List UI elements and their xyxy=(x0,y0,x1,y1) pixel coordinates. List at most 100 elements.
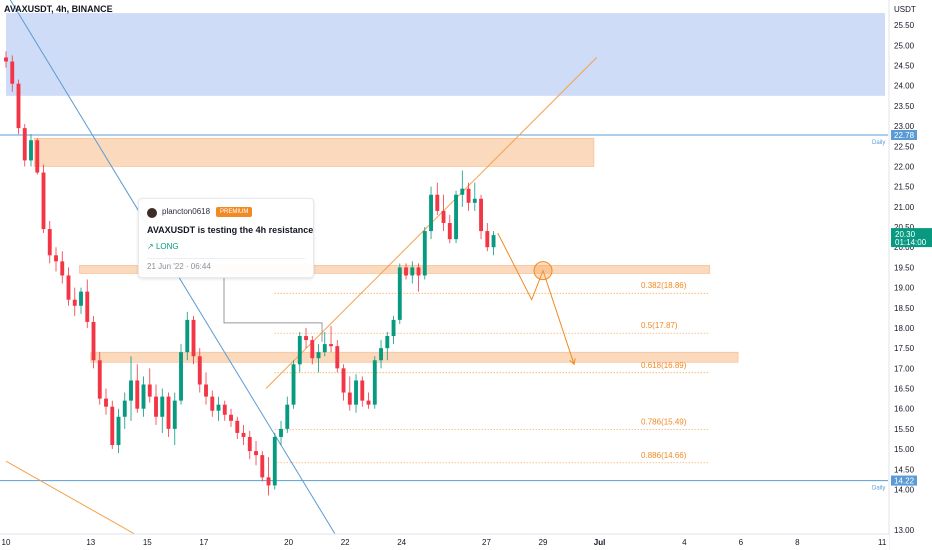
price-tick-label: 20.50 xyxy=(894,223,915,232)
symbol-title: AVAXUSDT, 4h, BINANCE xyxy=(4,4,113,14)
candle-body xyxy=(254,451,258,456)
candle-body xyxy=(441,210,446,223)
price-tick-label: 17.50 xyxy=(894,344,915,353)
price-axis-bg xyxy=(889,0,932,550)
candle-body xyxy=(285,404,290,429)
candle-body xyxy=(247,436,252,452)
price-tick-label: 15.00 xyxy=(894,445,915,454)
price-tick-label: 24.00 xyxy=(894,82,915,91)
candle xyxy=(322,332,327,357)
time-axis[interactable]: 10 13 15 17 20 22 24 27 29 Jul 4 6 8 11 xyxy=(0,533,889,550)
candle xyxy=(154,384,158,425)
candle xyxy=(66,267,71,306)
arrow-up-right-icon: ↗ xyxy=(147,242,154,251)
candle xyxy=(229,408,233,427)
candle xyxy=(91,315,96,369)
candle xyxy=(135,364,140,413)
candle xyxy=(104,388,108,415)
candle-body xyxy=(66,275,71,300)
candle xyxy=(166,392,171,437)
candle xyxy=(372,356,377,409)
axis-unit-label: USDT xyxy=(894,5,916,14)
idea-title[interactable]: AVAXUSDT is testing the 4h resistance xyxy=(147,225,314,235)
candle xyxy=(416,263,421,292)
candle-body xyxy=(347,392,352,405)
candle-body xyxy=(135,380,140,409)
price-tick-label: 16.00 xyxy=(894,405,915,414)
candle xyxy=(491,231,496,256)
candle xyxy=(241,424,246,446)
fib-label-0.618: 0.618(16.89) xyxy=(641,361,687,370)
candle-body xyxy=(466,188,471,203)
candle xyxy=(485,223,490,252)
candle-body xyxy=(216,404,221,411)
last-price-tag xyxy=(891,228,932,248)
price-tick-label: 25.50 xyxy=(894,21,915,30)
candle-body xyxy=(454,194,458,240)
candle xyxy=(441,194,446,232)
candle xyxy=(341,364,346,401)
candle xyxy=(329,325,333,353)
candle-body xyxy=(316,352,321,359)
candle xyxy=(454,190,458,244)
bar-countdown-label: 01:14:00 xyxy=(895,238,927,247)
candle-body xyxy=(35,140,40,173)
candle-body xyxy=(341,368,346,393)
author-name[interactable]: plancton0618 xyxy=(162,207,211,216)
price-tick-label: 24.50 xyxy=(894,62,915,71)
candle-body xyxy=(16,83,21,129)
candle-body xyxy=(154,396,158,417)
time-tick-label: 17 xyxy=(199,538,208,547)
time-tick-label: 8 xyxy=(795,538,800,547)
price-axis[interactable]: USDT 13.00 14.00 14.50 15.00 15.50 16.00 16.50 1… xyxy=(888,0,932,550)
candle-body xyxy=(422,231,427,276)
fib-label-0.886: 0.886(14.66) xyxy=(641,451,687,460)
candle-body xyxy=(266,477,271,486)
price-tick-label: 19.50 xyxy=(894,263,915,272)
candle xyxy=(222,400,227,421)
daily-price-label: 22.78 xyxy=(894,131,915,140)
candle xyxy=(385,332,390,361)
candle xyxy=(272,432,277,490)
candle-body xyxy=(104,398,108,407)
candle-body xyxy=(485,231,490,248)
time-tick-label: 11 xyxy=(878,538,887,547)
candle-body xyxy=(397,267,402,320)
direction-label: LONG xyxy=(155,242,179,251)
price-tick-label: 14.50 xyxy=(894,465,915,474)
candle-body xyxy=(41,172,46,230)
time-tick-label: 22 xyxy=(341,538,350,547)
candle xyxy=(379,340,383,369)
candle xyxy=(266,457,271,496)
daily-price-tag xyxy=(891,475,917,486)
time-tick-label: 29 xyxy=(539,538,548,547)
candle xyxy=(72,287,77,316)
candle xyxy=(110,400,115,450)
candle-body xyxy=(272,436,277,486)
candle-body xyxy=(416,267,421,276)
candle xyxy=(22,124,27,167)
daily-price-tag xyxy=(891,129,917,140)
candle-body xyxy=(166,396,171,429)
candle-body xyxy=(460,188,465,195)
candle-body xyxy=(204,384,208,397)
time-tick-label: 4 xyxy=(682,538,687,547)
candle xyxy=(279,420,283,446)
projection-arrowhead xyxy=(569,358,576,366)
idea-card[interactable]: plancton0618 PREMIUM AVAXUSDT is testing… xyxy=(138,198,314,278)
daily-price-label: 14.22 xyxy=(894,477,915,486)
candle-body xyxy=(122,400,127,417)
candle xyxy=(235,416,240,439)
candle-body xyxy=(310,340,315,359)
candle xyxy=(210,390,215,417)
projection-polyline xyxy=(497,232,575,365)
time-tick-label: 6 xyxy=(739,538,744,547)
price-tick-label: 19.00 xyxy=(894,284,915,293)
candle-body xyxy=(385,336,390,349)
candle-body xyxy=(354,380,358,405)
candle-body xyxy=(72,299,77,306)
author-avatar[interactable] xyxy=(147,208,157,218)
candle-body xyxy=(222,404,227,415)
time-tick-label: 20 xyxy=(284,538,293,547)
zone-support-4h xyxy=(79,265,711,274)
